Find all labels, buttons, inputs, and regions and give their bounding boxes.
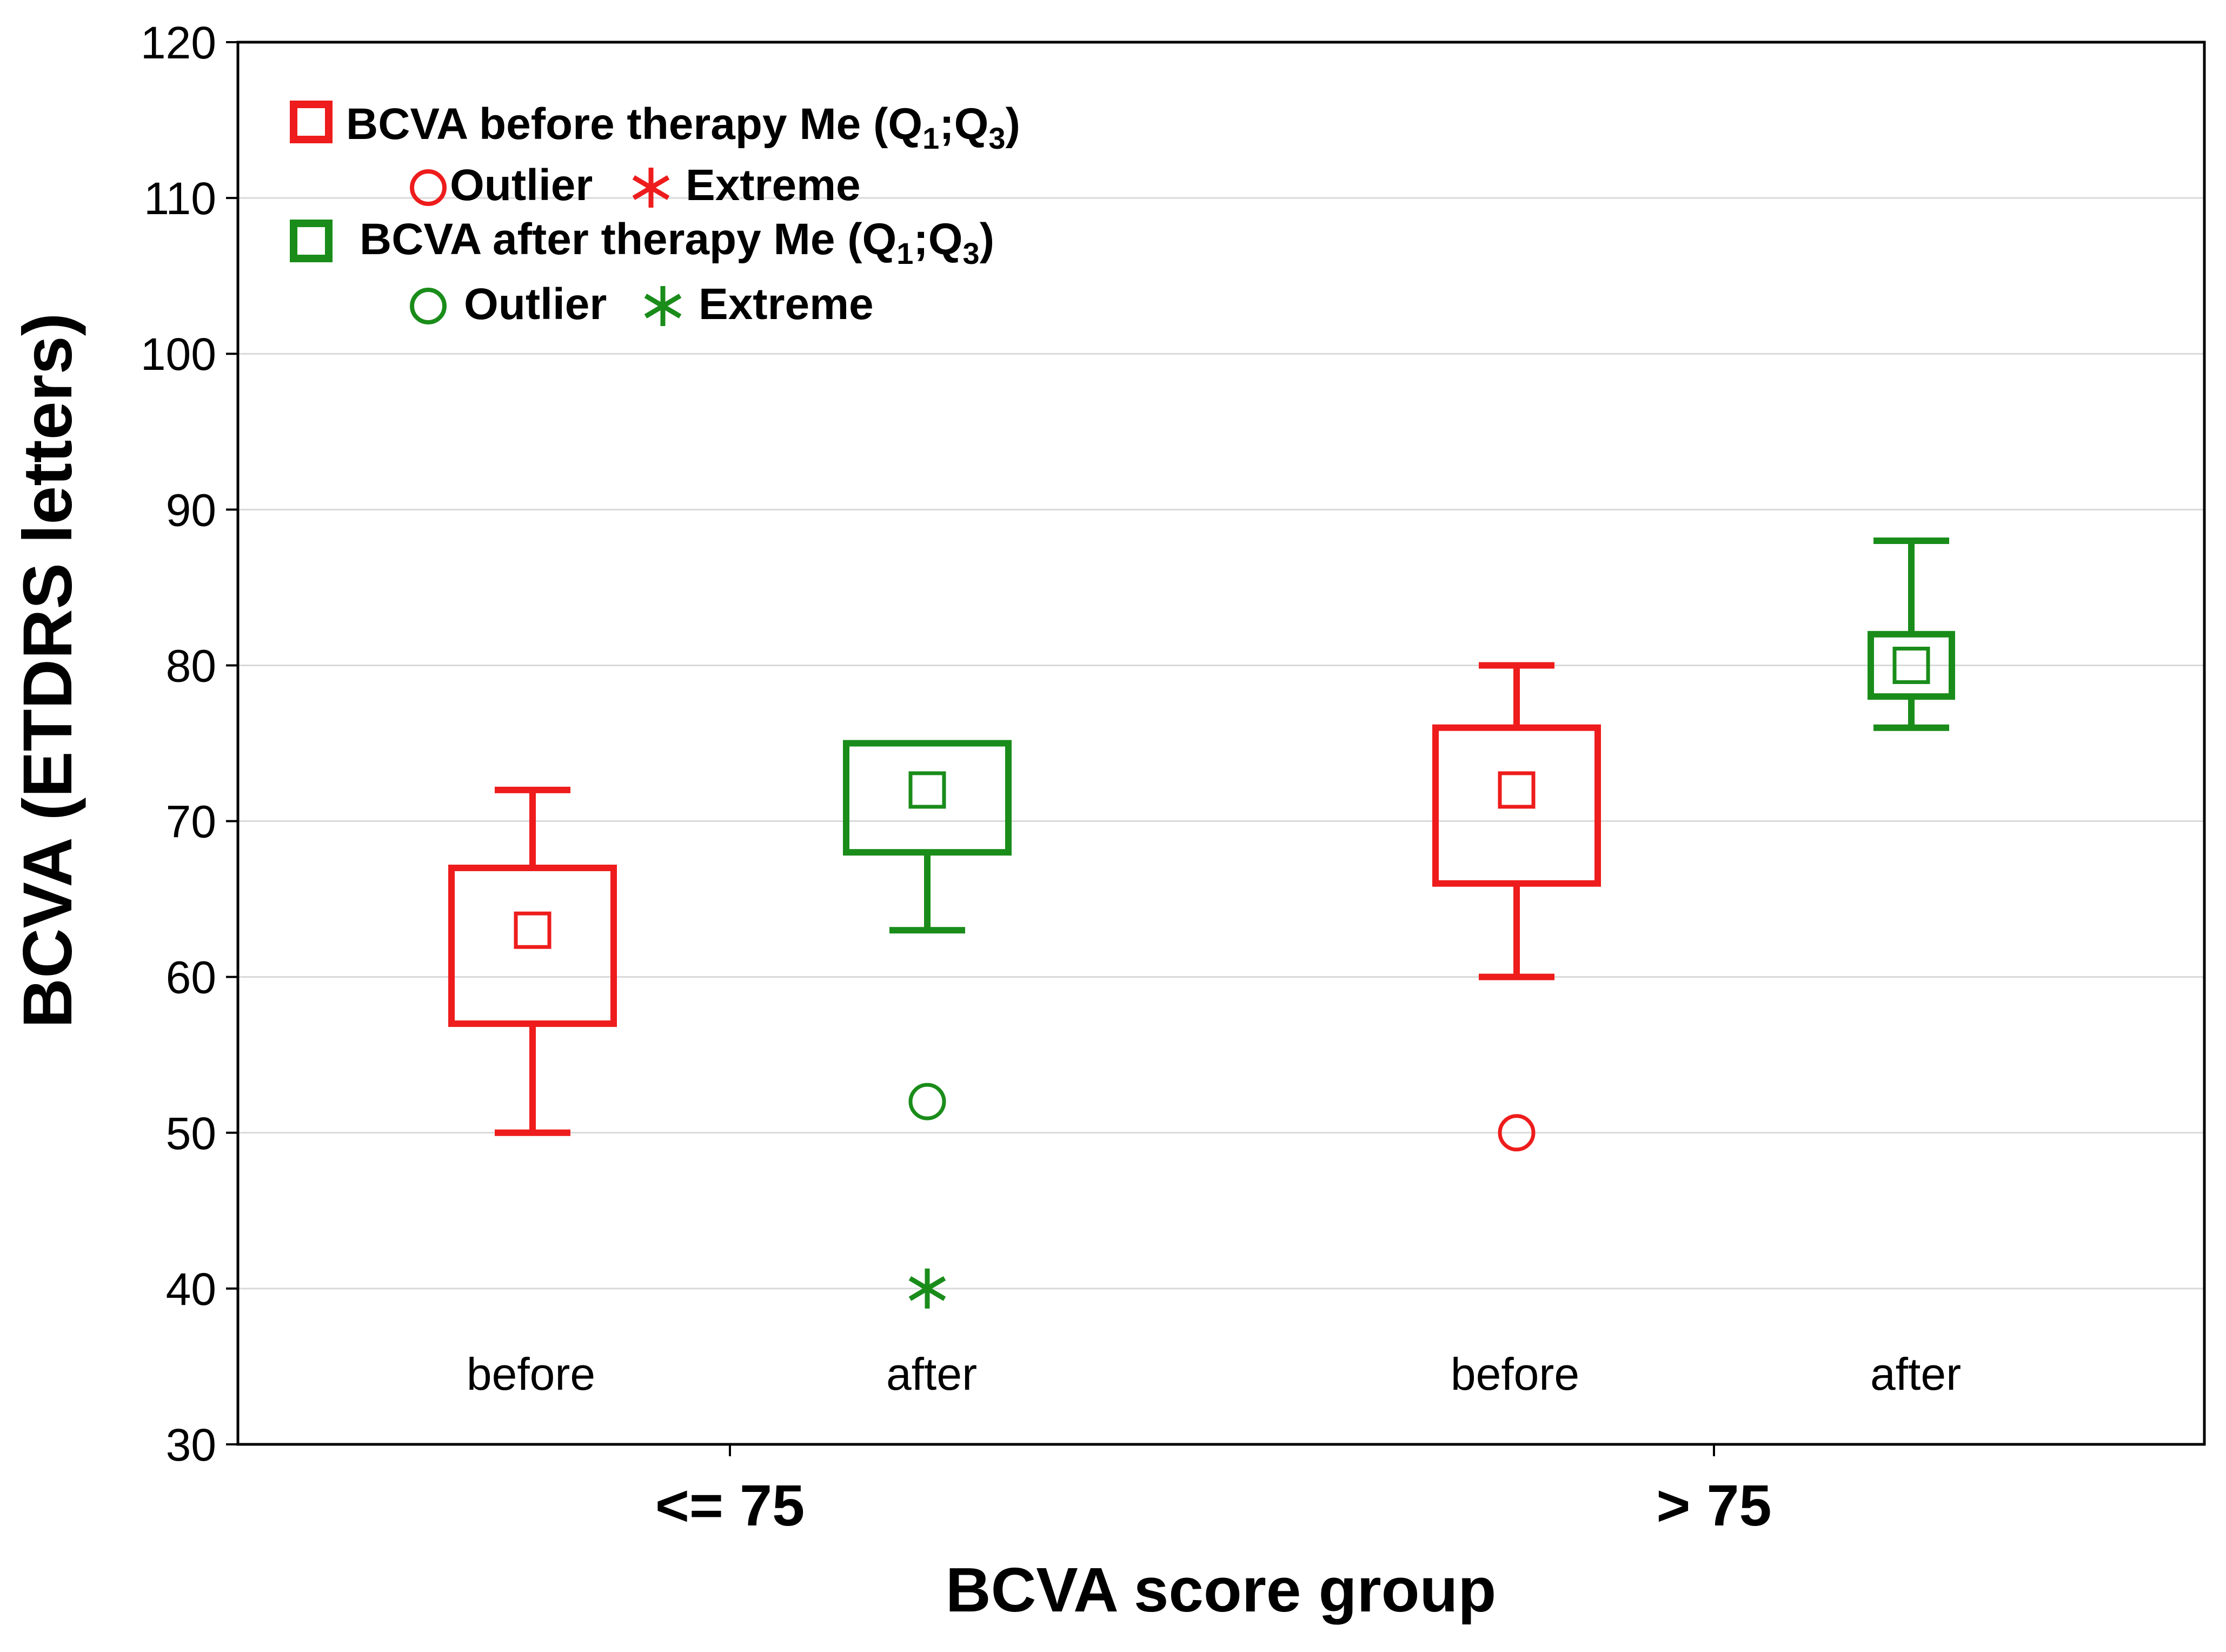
legend: BCVA before therapy Me (Q1;Q3) Outlier E… bbox=[290, 99, 1020, 329]
median-marker bbox=[908, 771, 946, 809]
box-label: before bbox=[467, 1349, 595, 1399]
y-tick-label: 30 bbox=[166, 1419, 216, 1470]
y-axis-title: BCVA (ETDRS letters) bbox=[9, 313, 87, 1029]
iqr-box bbox=[843, 740, 1012, 856]
median-marker bbox=[1498, 771, 1536, 809]
legend-after-box-swatch bbox=[290, 220, 333, 262]
boxes-layer bbox=[448, 537, 1955, 1309]
legend-after-outlier-icon bbox=[410, 288, 447, 324]
y-tick-label: 90 bbox=[166, 485, 216, 535]
legend-before-outlier-label: Outlier bbox=[450, 161, 593, 210]
plot-area-frame bbox=[236, 41, 2206, 1446]
outlier-point bbox=[1498, 1114, 1536, 1152]
y-tick-label: 70 bbox=[166, 797, 216, 847]
legend-after-extreme-label: Extreme bbox=[699, 280, 874, 329]
y-tick-label: 120 bbox=[141, 17, 216, 68]
x-axis-title: BCVA score group bbox=[946, 1555, 1496, 1625]
median-marker bbox=[514, 911, 551, 949]
y-tick-label: 60 bbox=[166, 952, 216, 1003]
legend-before-extreme-label: Extreme bbox=[686, 161, 861, 210]
legend-after-outlier-label: Outlier bbox=[464, 280, 607, 329]
legend-after-label: BCVA after therapy Me (Q1;Q3) bbox=[360, 215, 994, 270]
median-marker bbox=[1892, 646, 1930, 684]
legend-after-extreme-icon bbox=[644, 286, 682, 326]
box-label: after bbox=[1870, 1349, 1961, 1399]
y-tick-label: 80 bbox=[166, 640, 216, 691]
iqr-box bbox=[1868, 631, 1955, 700]
outlier-point bbox=[908, 1083, 946, 1120]
legend-before-box-swatch bbox=[290, 101, 333, 143]
iqr-box bbox=[448, 864, 617, 1027]
legend-before-extreme-icon bbox=[632, 168, 670, 208]
x-group-label: <= 75 bbox=[655, 1472, 805, 1538]
box-label: before bbox=[1451, 1349, 1579, 1399]
x-group-label: > 75 bbox=[1656, 1472, 1771, 1538]
legend-before-outlier-icon bbox=[410, 169, 447, 206]
legend-before-label: BCVA before therapy Me (Q1;Q3) bbox=[346, 99, 1020, 155]
y-tick-label: 100 bbox=[141, 329, 216, 380]
extreme-point bbox=[908, 1268, 946, 1309]
box-label: after bbox=[886, 1349, 977, 1399]
iqr-box bbox=[1432, 724, 1601, 887]
axis-layer: 30 40 50 60 70 80 90 100 110 120 <= 75 before after >… bbox=[141, 17, 1961, 1538]
extreme-stroke bbox=[908, 1276, 946, 1301]
y-tick-label: 50 bbox=[166, 1108, 216, 1159]
y-tick-label: 40 bbox=[166, 1264, 216, 1315]
y-tick-label: 110 bbox=[144, 173, 216, 224]
